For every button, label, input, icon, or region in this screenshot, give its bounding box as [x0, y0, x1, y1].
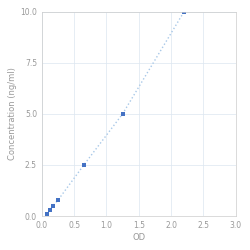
X-axis label: OD: OD: [132, 233, 145, 242]
Y-axis label: Concentration (ng/ml): Concentration (ng/ml): [8, 68, 17, 160]
Point: [120, 112, 124, 116]
Point: [51, 204, 55, 208]
Point: [45, 212, 49, 216]
Point: [82, 163, 86, 167]
Point: [48, 208, 52, 212]
Point: [182, 10, 186, 14]
Point: [56, 198, 60, 202]
